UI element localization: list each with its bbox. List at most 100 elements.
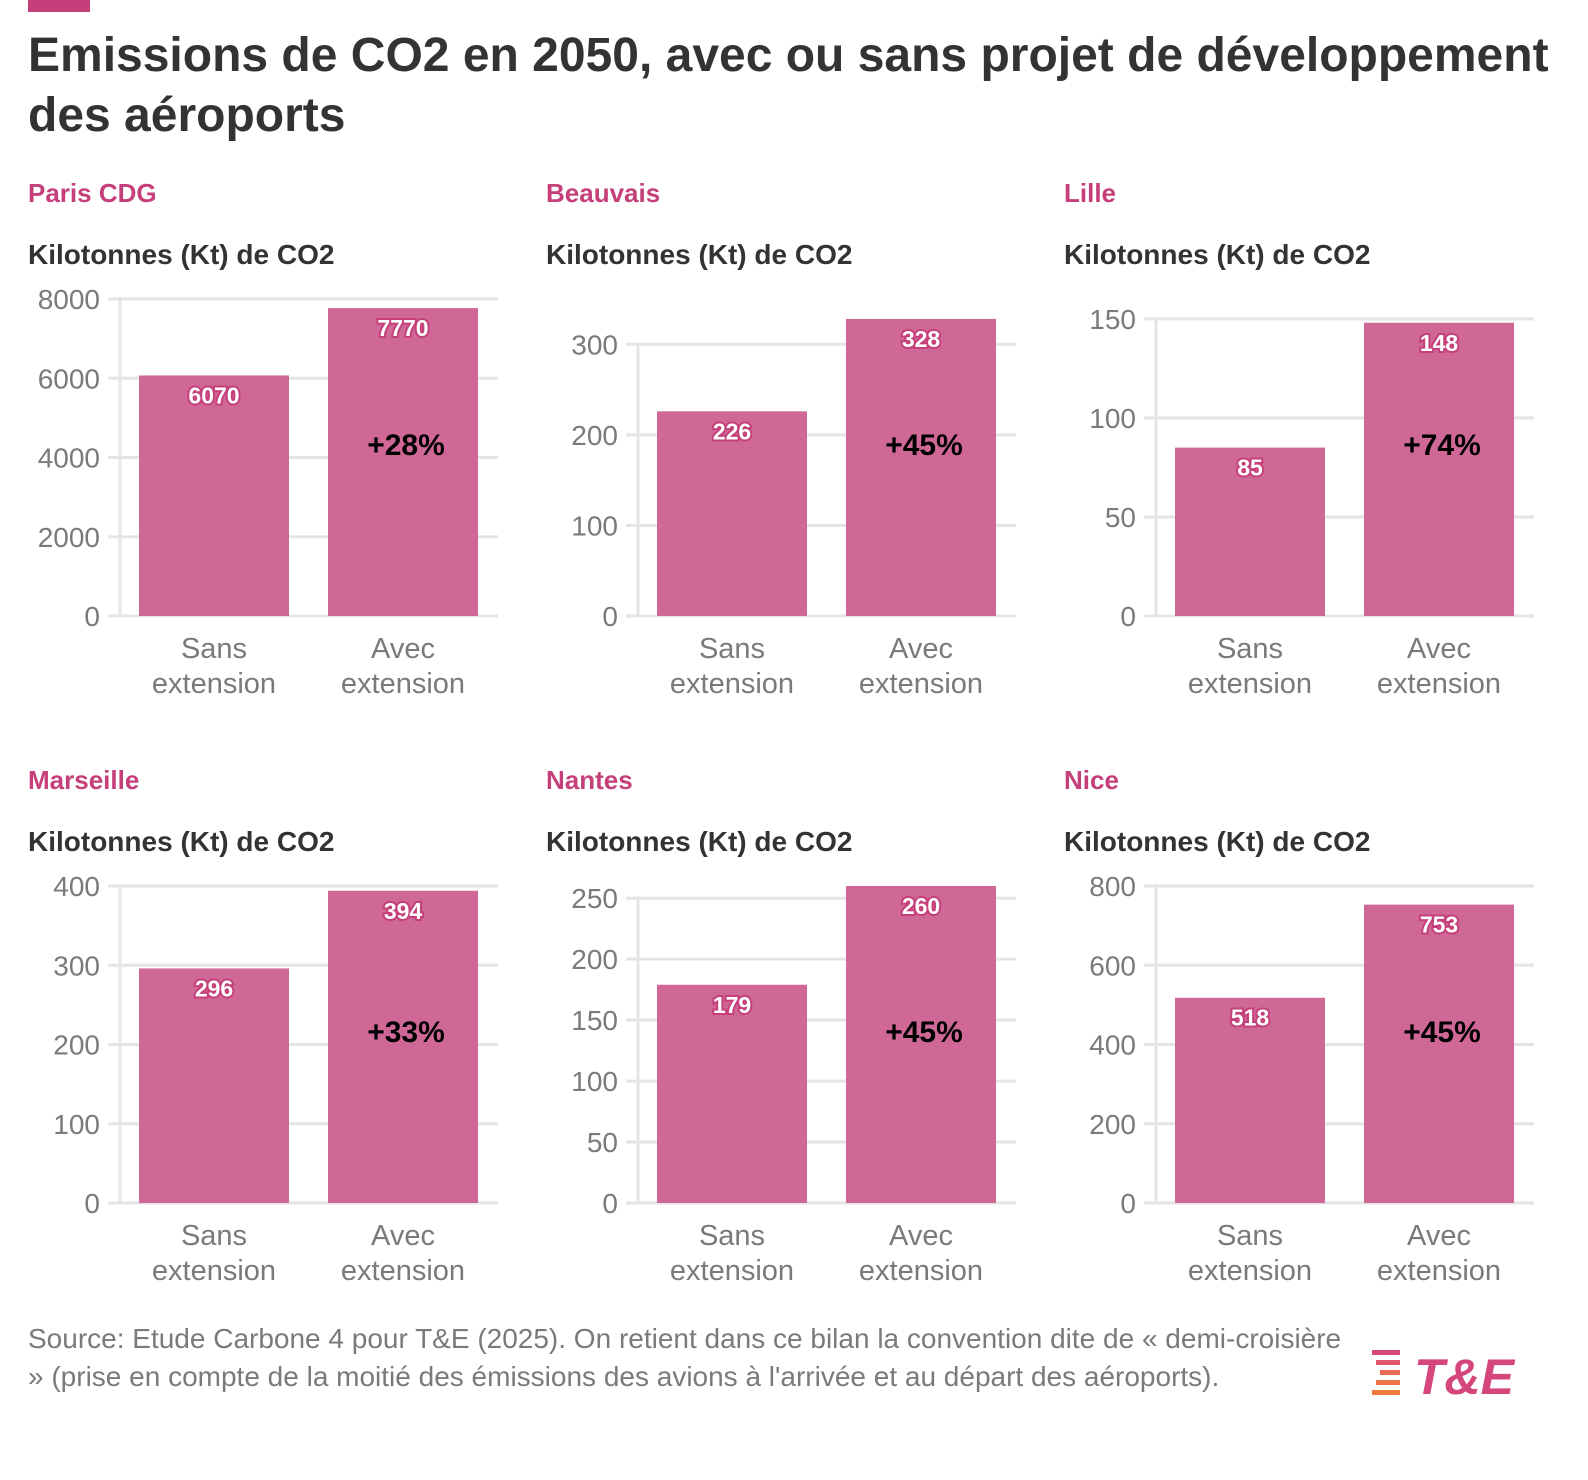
x-tick-label-line: Avec: [889, 1220, 953, 1252]
bar-value-label: 85: [1237, 455, 1263, 481]
y-tick-label: 150: [1089, 304, 1136, 335]
y-axis-title: Kilotonnes (Kt) de CO2: [28, 239, 334, 270]
x-tick-label: Avec extension: [1377, 1220, 1501, 1287]
bar-value-label: 6070: [188, 382, 239, 408]
logo-stripes-icon: [1372, 1350, 1400, 1395]
panel-title: Beauvais: [546, 178, 661, 208]
y-tick-label: 0: [602, 601, 618, 632]
panel-nice: Nice Kilotonnes (Kt) de CO2 0 200 400 600 800…: [1064, 765, 1582, 1325]
x-tick-label-line: Avec: [1407, 1220, 1471, 1252]
x-tick-label-line: extension: [1377, 668, 1501, 700]
bar: [1364, 904, 1514, 1203]
x-tick-label: Sans extension: [1188, 1220, 1312, 1287]
bar-value-label: 226: [713, 418, 751, 444]
chart-title: Emissions de CO2 en 2050, avec ou sans p…: [28, 29, 1549, 142]
y-tick-label: 8000: [38, 284, 100, 315]
bar-value-label: 394: [384, 898, 423, 924]
panel-title: Marseille: [28, 765, 140, 795]
x-tick-label: Sans extension: [670, 633, 794, 700]
x-tick-label: Sans extension: [152, 1220, 276, 1287]
x-tick-label: Sans extension: [152, 633, 276, 700]
logo-text: T&E: [1414, 1349, 1516, 1404]
x-tick-label-line: extension: [152, 668, 276, 700]
y-tick-label: 200: [571, 944, 618, 975]
bar-value-label: 260: [902, 893, 940, 919]
bar: [1175, 997, 1325, 1203]
panel-title: Lille: [1064, 178, 1117, 208]
y-tick-label: 200: [571, 420, 618, 451]
x-tick-label-line: Sans: [181, 1220, 247, 1252]
x-tick-label: Avec extension: [859, 1220, 983, 1287]
x-tick-label-line: extension: [1188, 668, 1312, 700]
bar: [657, 984, 807, 1203]
bar-value-label: 148: [1420, 330, 1459, 356]
bar-chart-paris-cdg: Kilotonnes (Kt) de CO2 0 2000 4000 6000 8000 6…: [28, 239, 498, 700]
y-tick-label: 50: [587, 1127, 618, 1158]
x-tick-label: Sans extension: [670, 1220, 794, 1287]
bar-value-label: 328: [902, 326, 941, 352]
y-axis-title: Kilotonnes (Kt) de CO2: [546, 826, 852, 857]
panel-nantes: Nantes Kilotonnes (Kt) de CO2 0 50 100 150 20…: [546, 765, 1064, 1325]
source-note: Source: Etude Carbone 4 pour T&E (2025).…: [28, 1323, 1342, 1392]
x-tick-label-line: extension: [859, 1255, 983, 1287]
x-tick-label: Avec extension: [859, 633, 983, 700]
change-annotation: +45%: [1403, 1016, 1481, 1049]
x-tick-label-line: extension: [670, 1255, 794, 1287]
y-tick-label: 6000: [38, 363, 100, 394]
y-tick-label: 100: [571, 1066, 618, 1097]
x-tick-label-line: Avec: [371, 633, 435, 665]
y-tick-label: 0: [1120, 601, 1136, 632]
x-tick-label-line: extension: [859, 668, 983, 700]
x-tick-label-line: Avec: [371, 1220, 435, 1252]
y-axis-title: Kilotonnes (Kt) de CO2: [546, 239, 852, 270]
panel-marseille: Marseille Kilotonnes (Kt) de CO2 0 100 200 3…: [28, 765, 546, 1325]
y-tick-label: 50: [1105, 502, 1136, 533]
x-tick-label-line: Sans: [1217, 1220, 1283, 1252]
x-tick-label: Sans extension: [1188, 633, 1312, 700]
x-tick-label-line: extension: [341, 1255, 465, 1287]
bar-value-label: 518: [1231, 1005, 1270, 1031]
y-tick-label: 300: [53, 950, 100, 981]
y-tick-label: 200: [53, 1030, 100, 1061]
bar-value-label: 7770: [377, 315, 428, 341]
y-tick-label: 100: [571, 510, 618, 541]
bar: [846, 318, 996, 616]
bar: [328, 890, 478, 1203]
x-tick-label: Avec extension: [1377, 633, 1501, 700]
change-annotation: +74%: [1403, 429, 1481, 462]
panel-lille: Lille Kilotonnes (Kt) de CO2 0 50 100 150 85 S…: [1064, 178, 1582, 738]
x-tick-label-line: Sans: [699, 633, 765, 665]
y-tick-label: 2000: [38, 522, 100, 553]
bar-chart-nantes: Kilotonnes (Kt) de CO2 0 50 100 150 200 250 179…: [546, 826, 1016, 1287]
y-tick-label: 600: [1089, 950, 1136, 981]
y-tick-label: 0: [602, 1188, 618, 1219]
x-tick-label-line: extension: [341, 668, 465, 700]
y-tick-label: 4000: [38, 443, 100, 474]
panel-title: Nantes: [546, 765, 633, 795]
bar: [846, 886, 996, 1203]
bar: [328, 308, 478, 616]
y-tick-label: 100: [1089, 403, 1136, 434]
bar-chart-marseille: Kilotonnes (Kt) de CO2 0 100 200 300 400 296 Sa…: [28, 826, 498, 1287]
change-annotation: +45%: [885, 1016, 963, 1049]
x-tick-label-line: extension: [1377, 1255, 1501, 1287]
bar: [139, 968, 289, 1203]
bar-value-label: 296: [195, 975, 233, 1001]
bar-chart-nice: Kilotonnes (Kt) de CO2 0 200 400 600 800 518 Sa…: [1064, 826, 1534, 1287]
panel-title: Paris CDG: [28, 178, 157, 208]
y-tick-label: 800: [1089, 871, 1136, 902]
bar-value-label: 753: [1420, 912, 1458, 938]
y-axis-title: Kilotonnes (Kt) de CO2: [1064, 826, 1370, 857]
change-annotation: +33%: [367, 1016, 445, 1049]
change-annotation: +28%: [367, 429, 445, 462]
bar: [1364, 322, 1514, 616]
bar-value-label: 179: [713, 992, 751, 1018]
y-tick-label: 0: [1120, 1188, 1136, 1219]
panel-title: Nice: [1064, 765, 1119, 795]
x-tick-label-line: extension: [1188, 1255, 1312, 1287]
bar: [657, 411, 807, 616]
te-logo: T&E: [1372, 1349, 1516, 1404]
x-tick-label: Avec extension: [341, 633, 465, 700]
change-annotation: +45%: [885, 429, 963, 462]
